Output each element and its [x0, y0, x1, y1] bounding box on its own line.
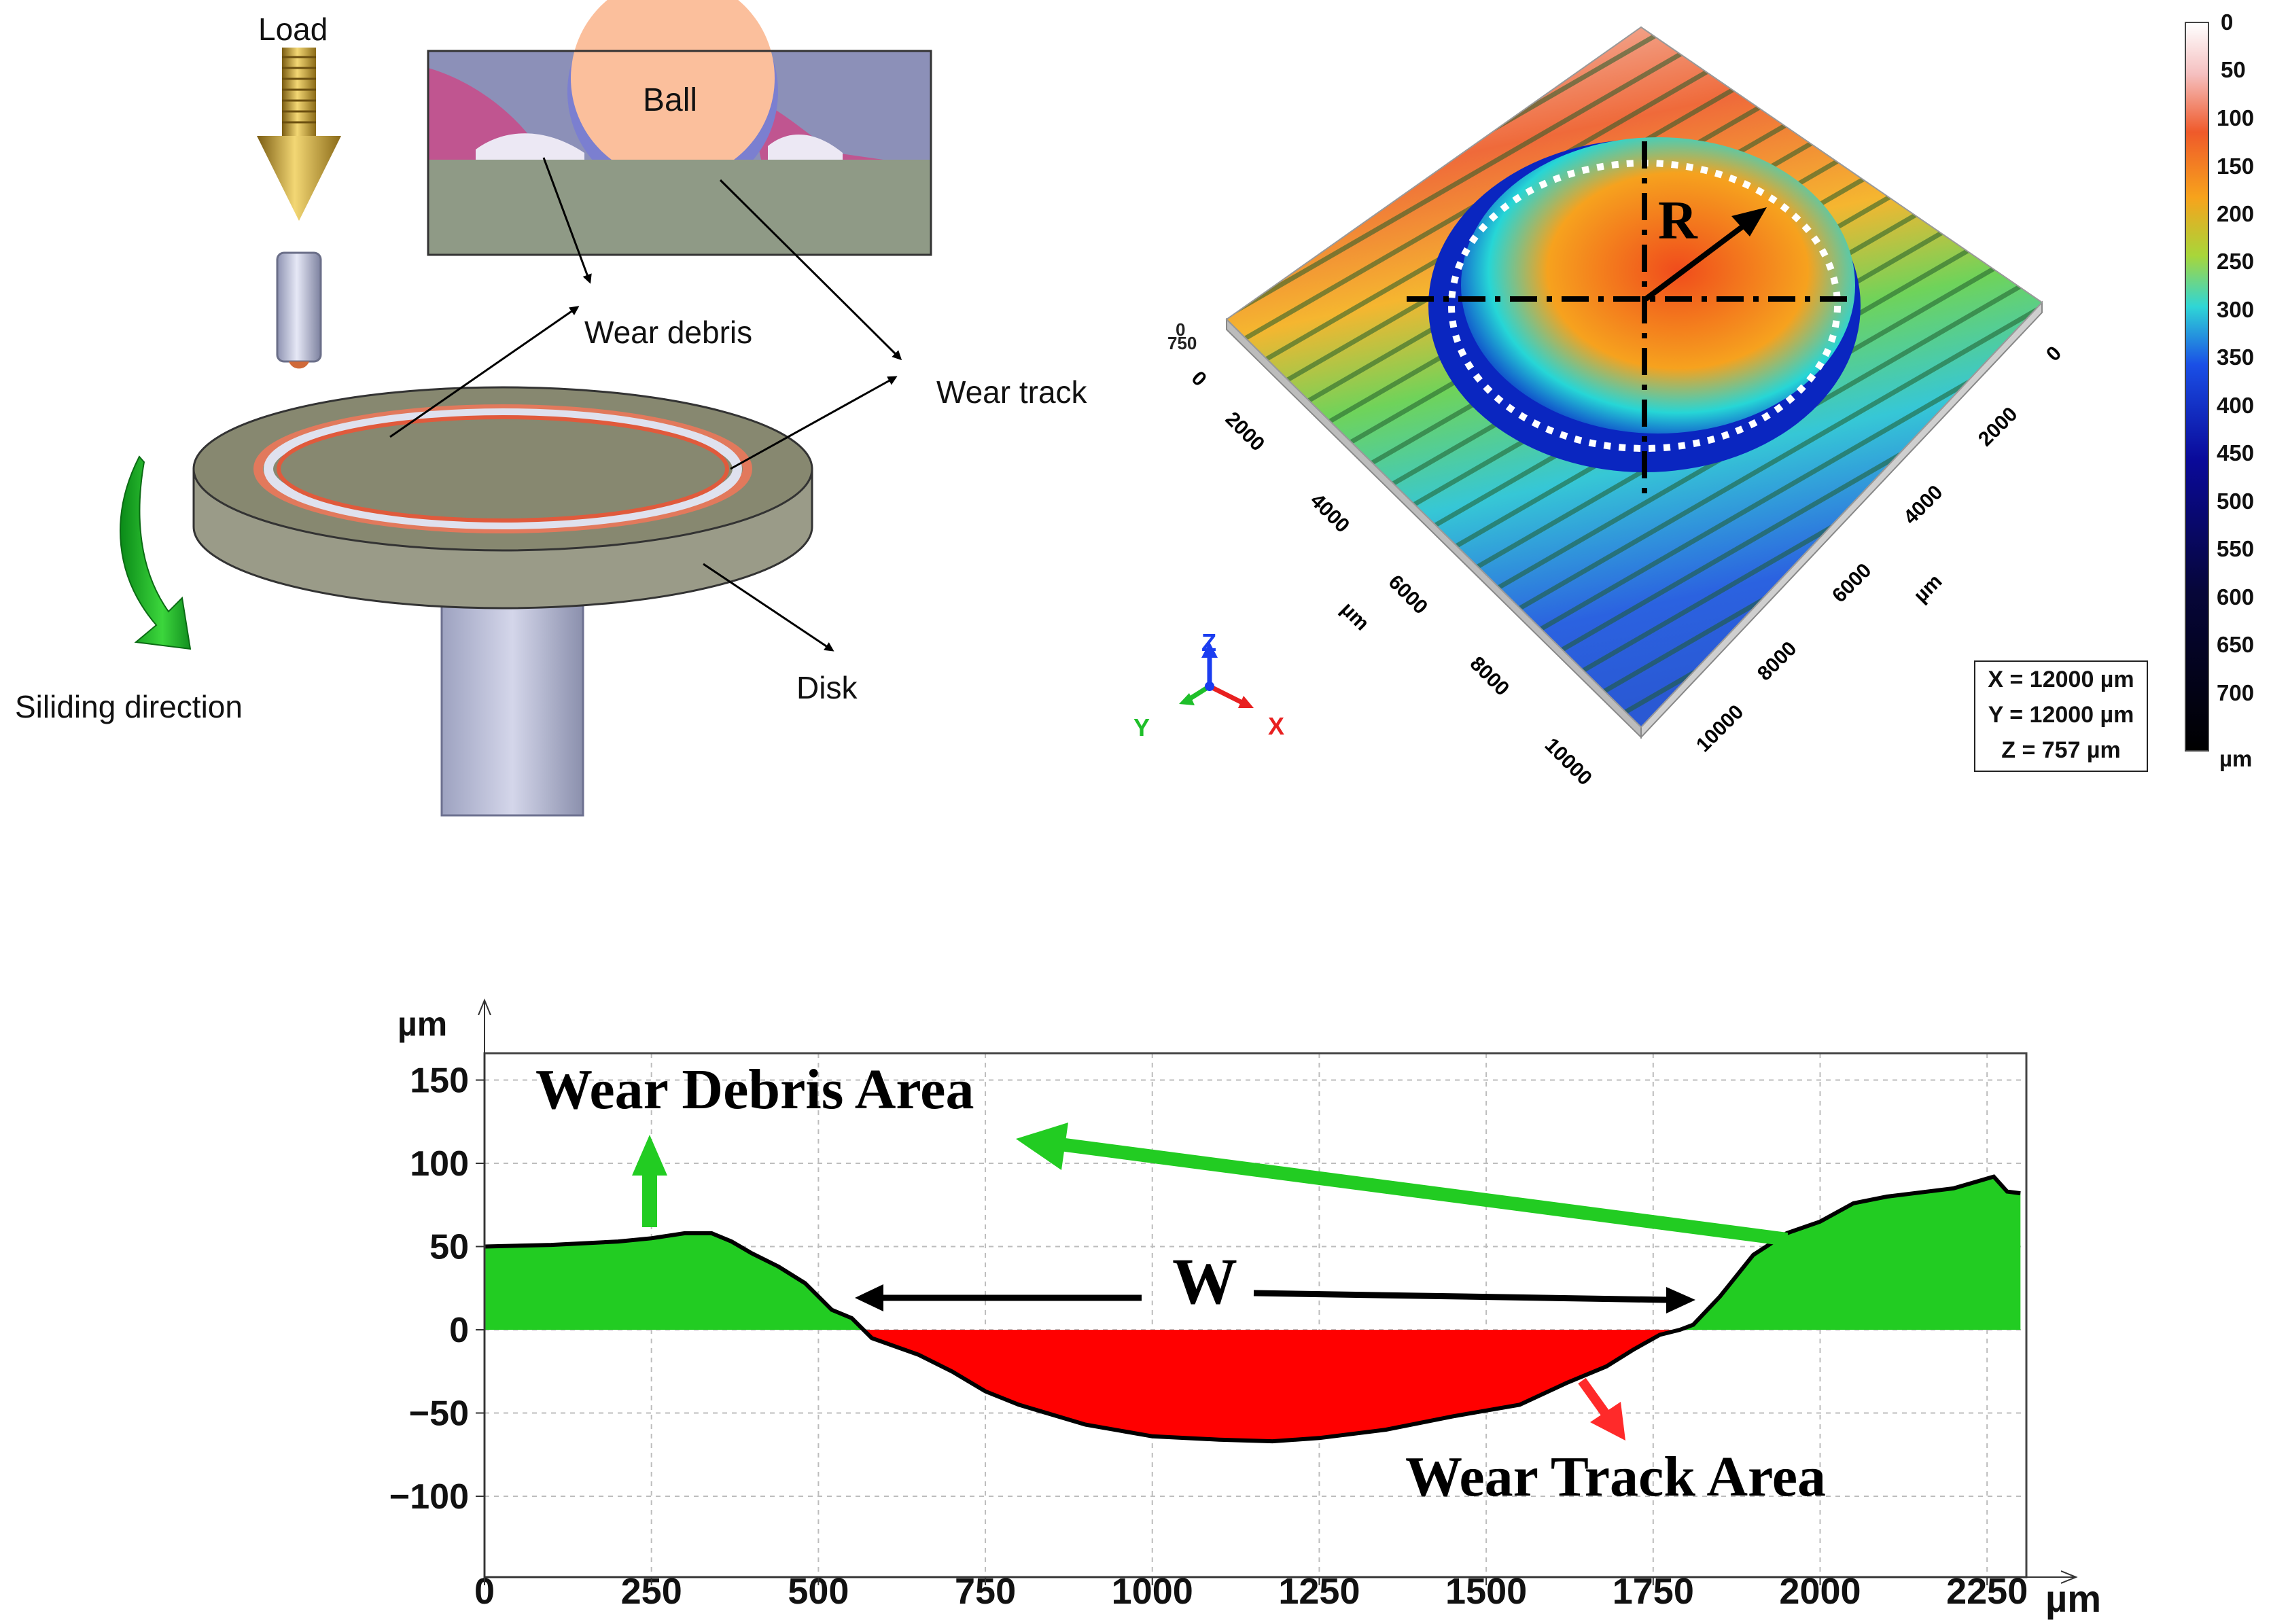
schematic-figure — [120, 0, 932, 817]
dimension-y: Y = 12000 µm — [1988, 702, 2134, 728]
load-indicator — [257, 48, 341, 221]
colorbar-tick: 450 — [2217, 440, 2255, 465]
radius-arrow — [1644, 213, 1759, 302]
dimension-z: Z = 757 µm — [2001, 737, 2121, 763]
leader-arrows — [389, 157, 902, 652]
y-tick-label: 150 — [410, 1061, 469, 1101]
colorbar-tick: 200 — [2217, 201, 2255, 226]
colorbar — [2185, 22, 2209, 752]
wear-debris-arrow-up — [632, 1135, 667, 1227]
colorbar-tick: 700 — [2217, 680, 2255, 705]
wear-track-area — [485, 1330, 2021, 1442]
wear-track-label: Wear track — [936, 374, 1087, 410]
pin — [276, 251, 322, 369]
colorbar-tick: 0 — [2221, 10, 2234, 35]
triad-z-label: Z — [1201, 629, 1216, 656]
width-arrows — [855, 1284, 1695, 1313]
colorbar-tick: 150 — [2217, 154, 2255, 179]
x-axis-ticks: 0 250 500 750 1000 1250 1500 1750 2000 2250 — [474, 1571, 2028, 1612]
y-axis-unit: µm — [398, 1005, 448, 1043]
profile-chart: 150 100 50 0 −50 −100 0 250 500 750 1000 1250 1500 1… — [389, 972, 2271, 1612]
load-label: Load — [258, 12, 328, 47]
colorbar-tick: 550 — [2217, 536, 2255, 561]
dimension-box: X = 12000 µm Y = 12000 µm Z = 757 µm — [1974, 660, 2148, 772]
disk-label: Disk — [796, 670, 858, 705]
colorbar-tick: 500 — [2217, 489, 2255, 514]
sliding-direction-arrow — [120, 455, 192, 650]
profile-line — [485, 1174, 2021, 1444]
topography-map — [1179, 26, 2043, 739]
width-label: W — [1172, 1245, 1237, 1318]
colorbar-tick: 350 — [2217, 345, 2255, 370]
y-tick-label: −50 — [409, 1394, 469, 1434]
triad-y-label: Y — [1133, 713, 1150, 741]
wear-track-area-label: Wear Track Area — [1405, 1445, 1827, 1508]
disk-shaft — [440, 583, 584, 817]
y-tick-label: 50 — [429, 1228, 469, 1267]
sliding-direction-label: Siliding direction — [15, 689, 243, 724]
y-tick-label: −100 — [389, 1477, 469, 1517]
colorbar-unit: µm — [2219, 746, 2253, 771]
colorbar-tick: 250 — [2217, 249, 2255, 274]
y-tick-label: 100 — [410, 1144, 469, 1184]
disk — [192, 386, 813, 610]
colorbar-tick: 400 — [2217, 393, 2255, 418]
colorbar-tick: 650 — [2217, 632, 2255, 657]
wear-debris-label: Wear debris — [584, 315, 753, 350]
triad-x-label: X — [1268, 712, 1285, 740]
y-tick-label: 0 — [449, 1311, 469, 1350]
contact-inset — [427, 0, 932, 256]
wear-debris-arrow-long — [1016, 1123, 1789, 1246]
x-axis-unit: µm — [2045, 1577, 2102, 1620]
colorbar-tick: 50 — [2221, 57, 2246, 82]
wear-debris-area-label: Wear Debris Area — [535, 1058, 974, 1121]
z-tick-top: 0 — [1176, 319, 1186, 340]
colorbar-tick: 300 — [2217, 297, 2255, 322]
wear-debris-area — [485, 1176, 2021, 1330]
y-axis-ticks: 150 100 50 0 −50 −100 — [389, 1061, 485, 1517]
colorbar-tick: 100 — [2217, 105, 2255, 130]
z-tick-bottom: 750 — [1167, 333, 1197, 353]
wear-track-arrow — [1578, 1377, 1625, 1441]
axis-triad — [1179, 642, 1254, 708]
colorbar-tick: 600 — [2217, 584, 2255, 610]
dimension-x: X = 12000 µm — [1988, 667, 2134, 692]
ball-label: Ball — [643, 82, 698, 118]
radius-label: R — [1658, 191, 1697, 251]
